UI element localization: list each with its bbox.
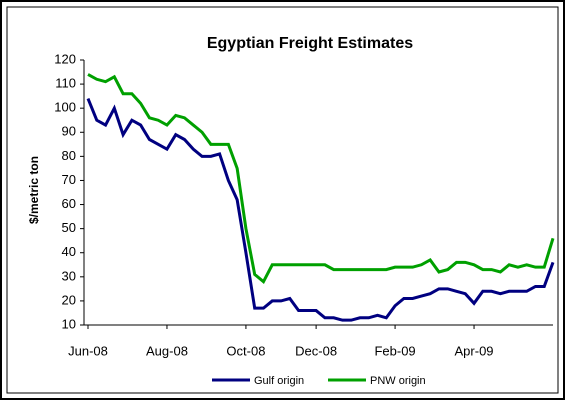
y-tick-label: 90 — [62, 124, 76, 139]
y-axis-label: $/metric ton — [27, 156, 41, 224]
y-tick-label: 60 — [62, 196, 76, 211]
x-tick-label: Dec-08 — [295, 343, 337, 358]
y-tick-label: 100 — [54, 100, 76, 115]
y-tick-label: 10 — [62, 316, 76, 331]
legend-label: Gulf origin — [254, 375, 304, 387]
y-tick-label: 80 — [62, 148, 76, 163]
y-tick-label: 30 — [62, 268, 76, 283]
legend-label: PNW origin — [370, 375, 426, 387]
x-tick-label: Apr-09 — [455, 343, 494, 358]
y-tick-label: 20 — [62, 292, 76, 307]
y-tick-label: 120 — [54, 51, 76, 66]
y-tick-label: 70 — [62, 172, 76, 187]
inner-frame — [6, 6, 559, 394]
series-line — [87, 73, 555, 284]
y-tick-label: 50 — [62, 220, 76, 235]
y-tick-label: 110 — [55, 76, 76, 91]
x-tick-label: Aug-08 — [146, 343, 188, 358]
series-line — [86, 97, 555, 322]
chart-title: Egyptian Freight Estimates — [207, 35, 413, 52]
x-tick-label: Oct-08 — [226, 343, 265, 358]
x-tick-label: Jun-08 — [68, 343, 108, 358]
x-tick-label: Feb-09 — [374, 343, 415, 358]
y-tick-label: 40 — [62, 244, 76, 259]
